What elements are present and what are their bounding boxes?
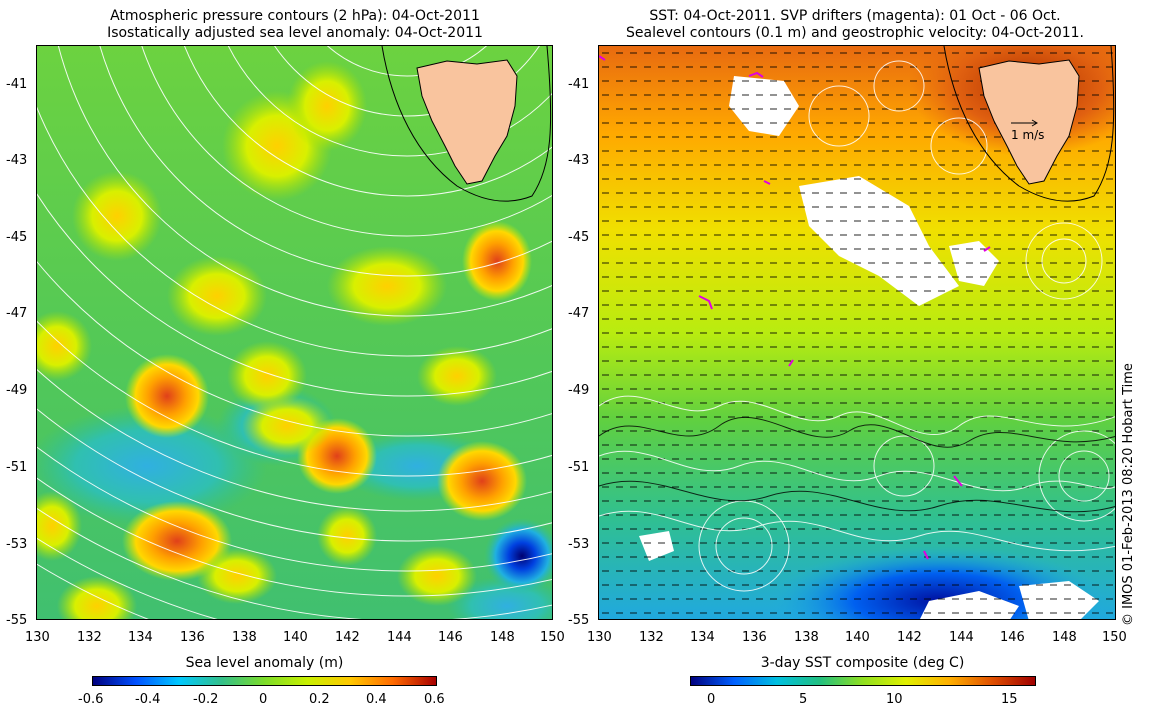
sst-tick: 15 <box>1001 692 1018 707</box>
lat-tick: -41 <box>6 77 28 92</box>
lat-tick: -45 <box>6 230 28 245</box>
lat-tick: -47 <box>6 306 28 321</box>
sst-tick: 10 <box>886 692 903 707</box>
right-title-line2: Sealevel contours (0.1 m) and geostrophi… <box>625 25 1084 41</box>
lat-tick: -51 <box>6 460 28 475</box>
lon-tick: 144 <box>949 630 974 645</box>
imos-credit: © IMOS 01-Feb-2013 08:20 Hobart Time <box>1121 363 1136 626</box>
sla-tick: -0.4 <box>135 692 161 707</box>
lat-tick: -49 <box>6 383 28 398</box>
lon-tick: 148 <box>490 630 515 645</box>
lon-tick: 150 <box>540 630 565 645</box>
left-title: Atmospheric pressure contours (2 hPa): 0… <box>40 8 550 42</box>
lat-tick: -47 <box>568 306 590 321</box>
lon-tick: 136 <box>180 630 205 645</box>
sla-tick: 0 <box>259 692 268 707</box>
right-title: SST: 04-Oct-2011. SVP drifters (magenta)… <box>595 8 1115 42</box>
sst-map-svg: 1 m/s <box>599 46 1115 619</box>
velocity-scale-label: 1 m/s <box>1011 128 1044 142</box>
lon-tick: 136 <box>742 630 767 645</box>
lat-tick: -53 <box>6 537 28 552</box>
lat-tick: -49 <box>568 383 590 398</box>
lon-tick: 150 <box>1102 630 1127 645</box>
lon-tick: 140 <box>845 630 870 645</box>
tasmania-land-sst <box>978 59 1080 185</box>
left-title-line1: Atmospheric pressure contours (2 hPa): 0… <box>110 8 480 24</box>
lon-tick: 148 <box>1052 630 1077 645</box>
lat-tick: -41 <box>568 77 590 92</box>
sst-map: 1 m/s <box>598 45 1116 620</box>
lon-tick: 138 <box>794 630 819 645</box>
sla-tick: 0.6 <box>424 692 445 707</box>
sla-tick: -0.6 <box>78 692 104 707</box>
lat-tick: -45 <box>568 230 590 245</box>
lon-tick: 130 <box>587 630 612 645</box>
sst-colorbar-title: 3-day SST composite (deg C) <box>760 655 965 671</box>
lat-tick: -43 <box>6 153 28 168</box>
lon-tick: 130 <box>25 630 50 645</box>
lon-tick: 146 <box>438 630 463 645</box>
lat-tick: -43 <box>568 153 590 168</box>
lon-tick: 134 <box>690 630 715 645</box>
sla-colorbar <box>92 676 437 686</box>
pressure-contours <box>37 46 552 619</box>
lon-tick: 140 <box>283 630 308 645</box>
lon-tick: 146 <box>1000 630 1025 645</box>
lon-tick: 142 <box>897 630 922 645</box>
sst-tick: 5 <box>799 692 808 707</box>
sla-tick: 0.2 <box>309 692 330 707</box>
sst-colorbar <box>690 676 1036 686</box>
lat-tick: -53 <box>568 537 590 552</box>
svp-drifters <box>599 55 991 560</box>
tasmania-land <box>416 59 518 185</box>
sst-tick: 0 <box>707 692 716 707</box>
velocity-scale-arrow-icon <box>1011 119 1038 127</box>
sla-tick: -0.2 <box>193 692 219 707</box>
left-title-line2: Isostatically adjusted sea level anomaly… <box>107 25 483 41</box>
lon-tick: 132 <box>77 630 102 645</box>
lon-tick: 132 <box>639 630 664 645</box>
sla-colorbar-title: Sea level anomaly (m) <box>185 655 344 671</box>
lon-tick: 134 <box>128 630 153 645</box>
sea-level-anomaly-map <box>36 45 553 620</box>
lat-tick: -55 <box>6 613 28 628</box>
sla-map-svg <box>37 46 552 619</box>
lat-tick: -55 <box>568 613 590 628</box>
lon-tick: 142 <box>335 630 360 645</box>
right-title-line1: SST: 04-Oct-2011. SVP drifters (magenta)… <box>649 8 1061 24</box>
lat-tick: -51 <box>568 460 590 475</box>
lon-tick: 144 <box>387 630 412 645</box>
sla-tick: 0.4 <box>366 692 387 707</box>
lon-tick: 138 <box>232 630 257 645</box>
